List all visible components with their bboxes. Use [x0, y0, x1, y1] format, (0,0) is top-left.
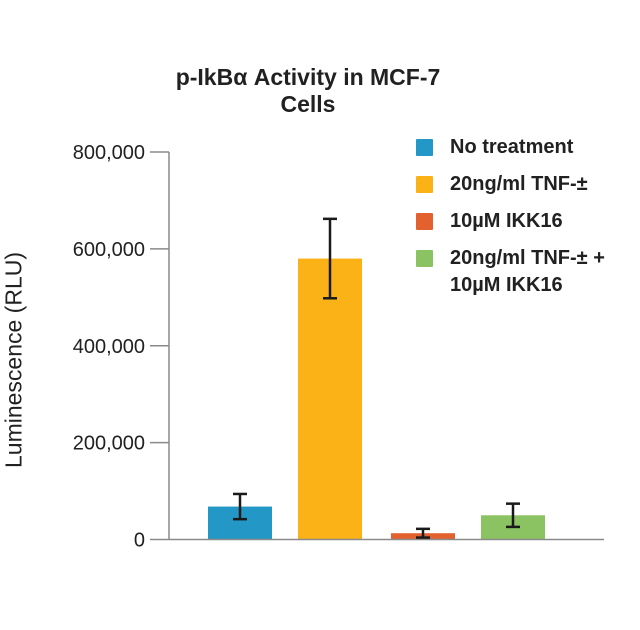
y-tick-label: 600,000 — [73, 239, 145, 261]
legend-label: 10µM IKK16 — [450, 210, 563, 232]
y-tick-label: 200,000 — [73, 433, 145, 455]
legend-label: 20ng/ml TNF-± + 10µM IKK16 — [450, 247, 605, 296]
legend-item: 20ng/ml TNF-± — [416, 171, 636, 198]
bar-2 — [298, 258, 362, 540]
legend-label: No treatment — [450, 136, 574, 158]
legend-item: 10µM IKK16 — [416, 208, 636, 235]
legend-swatch — [416, 176, 433, 193]
chart-title: p-IkBα Activity in MCF-7 Cells — [175, 64, 441, 117]
legend-swatch — [416, 139, 433, 156]
legend-swatch — [416, 213, 433, 230]
y-tick-label: 800,000 — [73, 142, 145, 164]
legend-item: No treatment — [416, 134, 636, 161]
y-tick-label: 0 — [134, 530, 145, 552]
y-tick-label: 400,000 — [73, 336, 145, 358]
legend-label: 20ng/ml TNF-± — [450, 173, 588, 195]
legend-swatch — [416, 250, 433, 267]
legend-item: 20ng/ml TNF-± + 10µM IKK16 — [416, 245, 636, 299]
legend: No treatment 20ng/ml TNF-± 10µM IKK16 20ng/… — [416, 134, 636, 309]
